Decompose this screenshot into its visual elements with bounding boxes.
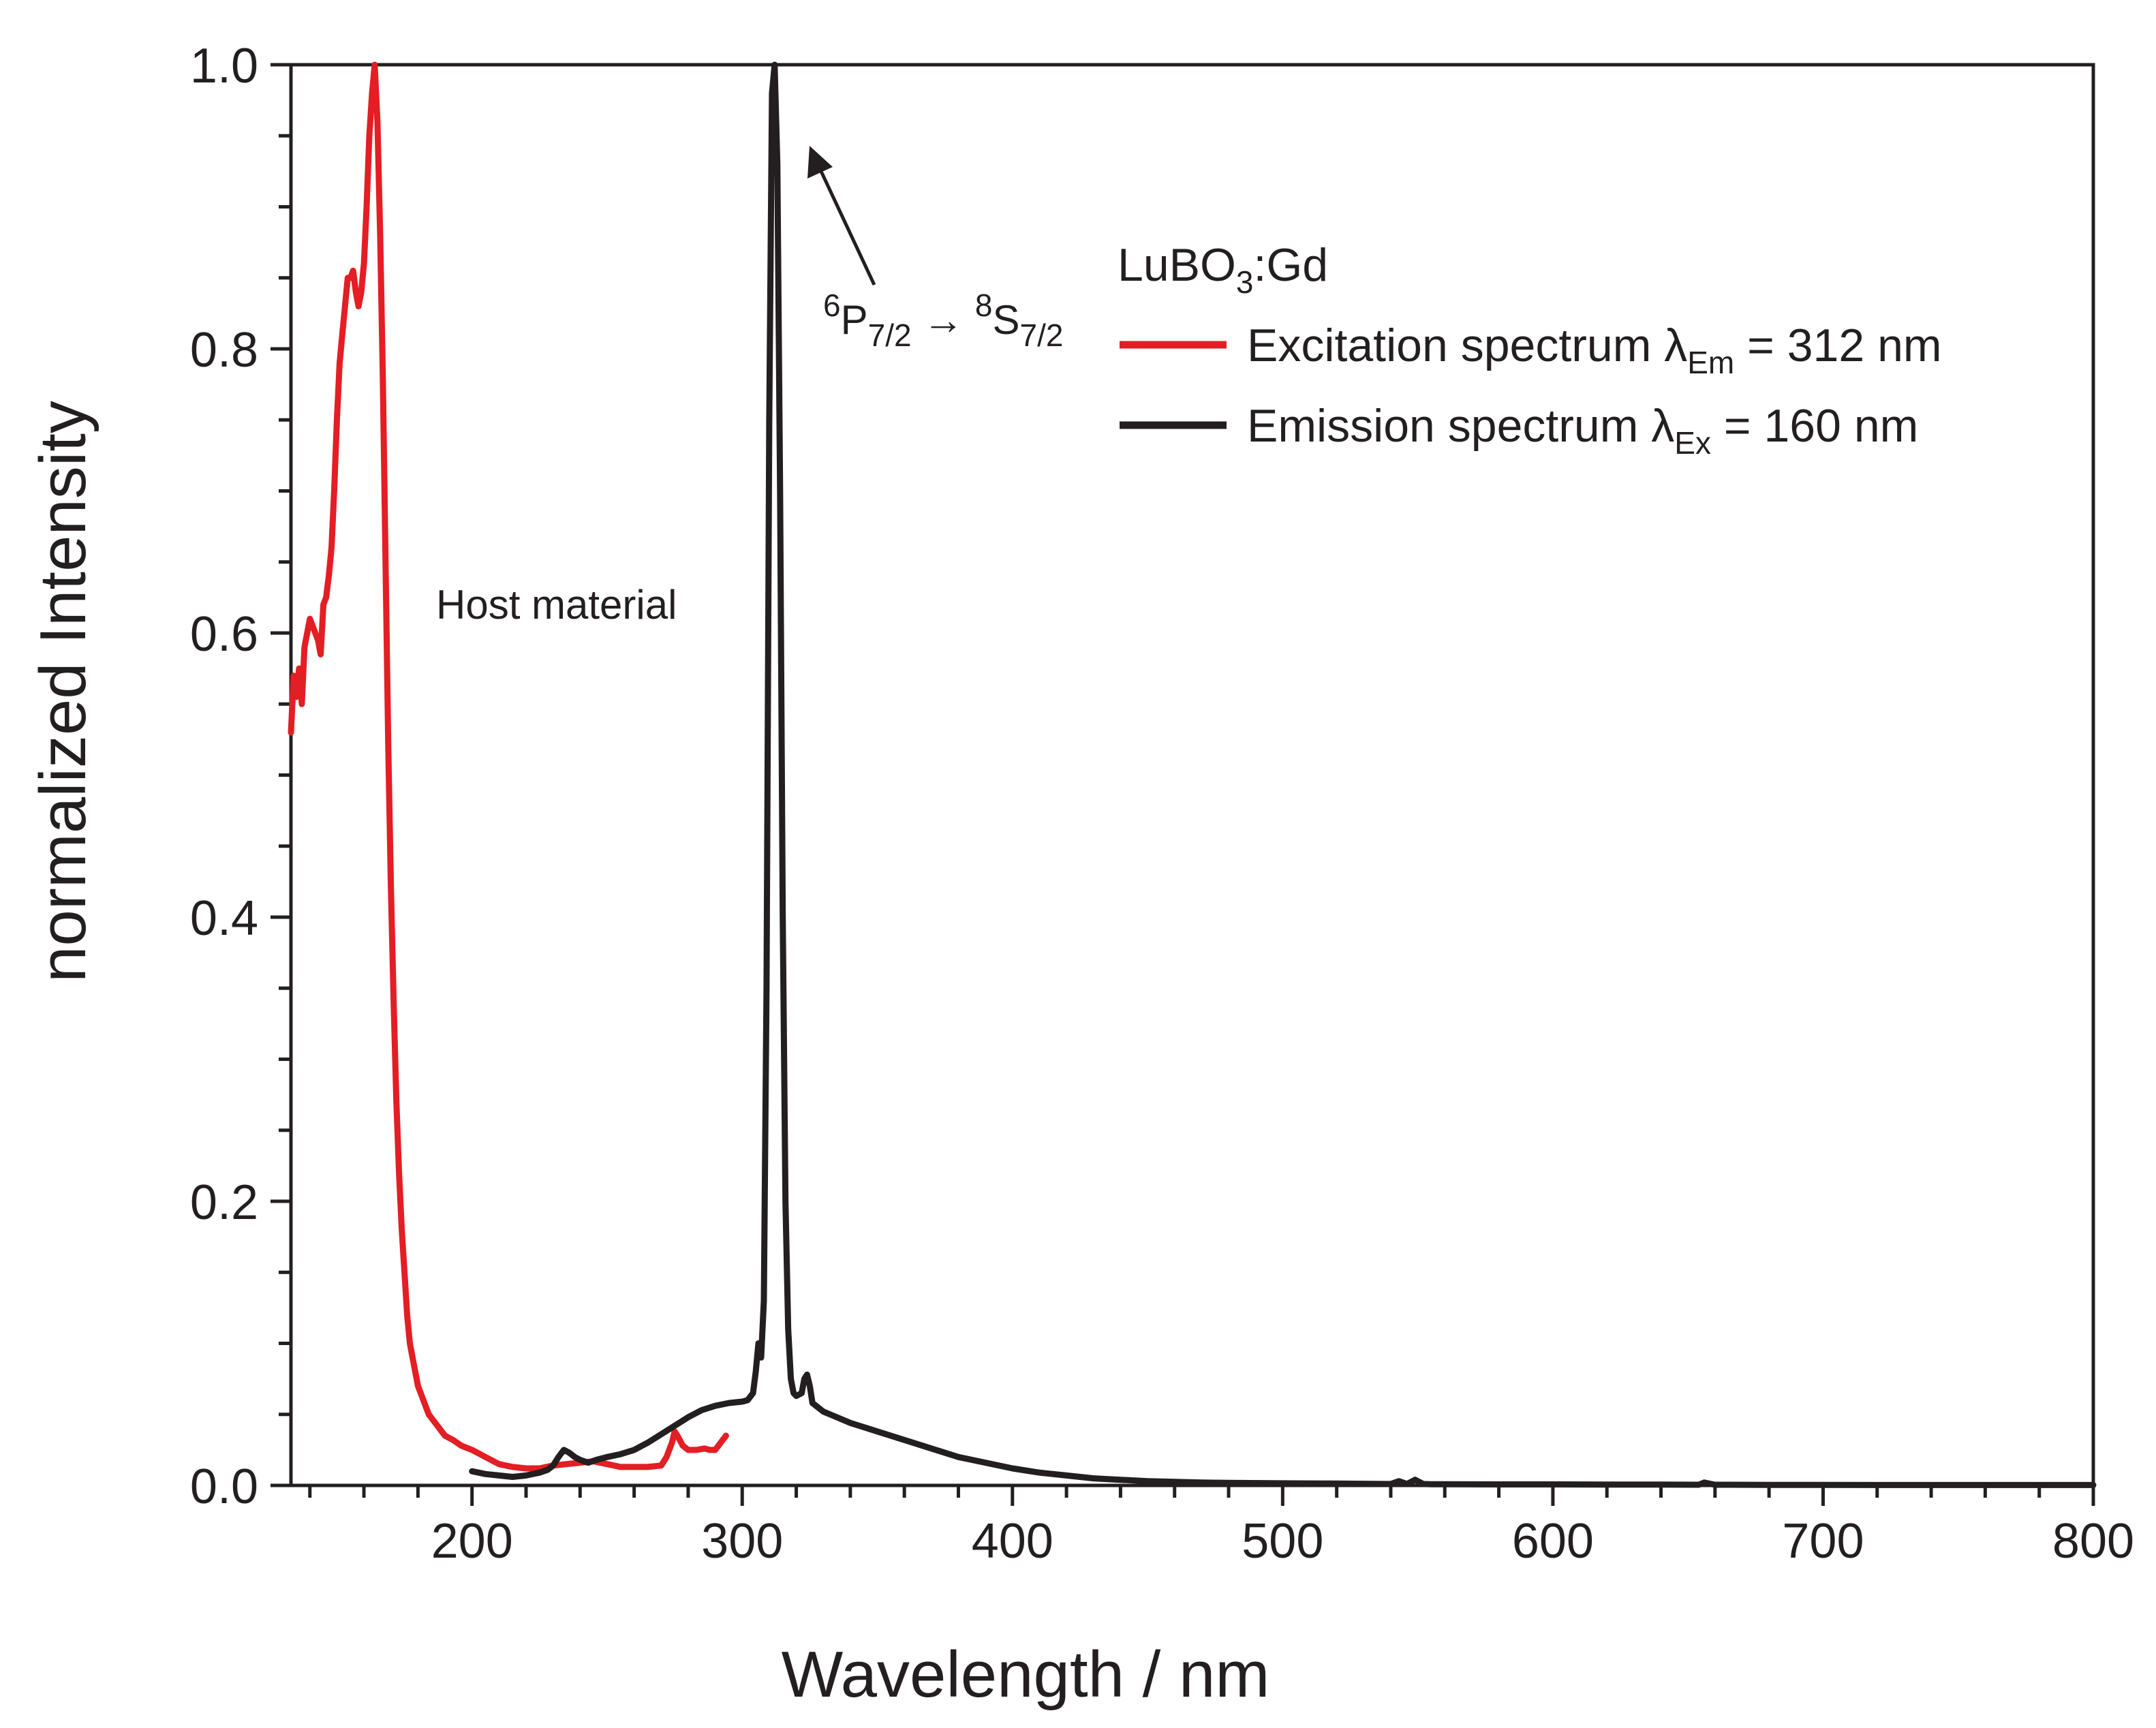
y-tick-label: 0.4 <box>190 891 258 946</box>
legend-emission-lambda: λ <box>1651 400 1674 452</box>
transition-sub-1: 7/2 <box>868 318 912 353</box>
x-tick-label: 200 <box>431 1514 513 1569</box>
x-tick-label: 400 <box>972 1514 1053 1569</box>
x-tick-label: 500 <box>1242 1514 1323 1569</box>
transition-arrow-symbol: → <box>912 297 975 343</box>
legend-label-excitation: Excitation spectrum λEm = 312 nm <box>1247 320 1942 380</box>
x-tick-label: 800 <box>2052 1514 2134 1569</box>
axis-ticks <box>271 63 2095 1506</box>
transition-label: 6P7/2 → 8S7/2 <box>823 288 1064 353</box>
transition-annotation: 6P7/2 → 8S7/2 <box>807 146 1064 353</box>
legend-heading: LuBO3:Gd <box>1118 239 1328 300</box>
x-axis-title: Wavelength / nm <box>782 1638 1270 1711</box>
excitation-spectrum-line <box>288 61 729 1472</box>
transition-level-s: S <box>993 297 1020 343</box>
x-tick-label: 600 <box>1512 1514 1594 1569</box>
y-axis-title: normalized Intensity <box>27 401 99 983</box>
legend: LuBO3:Gd Excitation spectrum λEm = 312 n… <box>1118 239 1942 461</box>
legend-excitation-lambda: λ <box>1664 320 1687 371</box>
y-tick-label: 0.8 <box>190 323 258 377</box>
transition-arrow-head <box>807 146 833 179</box>
transition-level-p: P <box>841 297 868 343</box>
x-tick-label: 700 <box>1782 1514 1864 1569</box>
legend-heading-main: LuBO <box>1118 239 1236 291</box>
legend-label-emission: Emission spectrum λEx = 160 nm <box>1247 400 1918 461</box>
y-tick-label: 0.2 <box>190 1175 258 1230</box>
y-tick-label: 0.6 <box>190 607 258 662</box>
legend-heading-rest: :Gd <box>1253 239 1328 291</box>
transition-arrow-line <box>817 166 876 286</box>
host-material-annotation: Host material <box>436 582 677 628</box>
emission-spectrum-line <box>469 61 2097 1488</box>
transition-sub-2: 7/2 <box>1020 318 1064 353</box>
transition-sup-2: 8 <box>975 288 993 323</box>
legend-excitation-suffix: = 312 nm <box>1734 320 1941 371</box>
spectrum-curves <box>288 61 2097 1488</box>
legend-emission-sub: Ex <box>1674 425 1711 461</box>
legend-heading-sub: 3 <box>1236 264 1254 300</box>
legend-excitation-sub: Em <box>1687 345 1734 380</box>
legend-excitation-prefix: Excitation spectrum <box>1247 320 1664 371</box>
y-tick-label: 0.0 <box>190 1460 258 1514</box>
transition-sup-1: 6 <box>823 288 841 323</box>
x-tick-label: 300 <box>701 1514 783 1569</box>
y-tick-label: 1.0 <box>190 39 258 93</box>
legend-emission-prefix: Emission spectrum <box>1247 400 1651 452</box>
legend-emission-suffix: = 160 nm <box>1711 400 1918 452</box>
axis-tick-labels: 200 300 400 500 600 700 800 0.0 0.2 0.4 0.6 0.8 1.0 <box>190 39 2134 1569</box>
